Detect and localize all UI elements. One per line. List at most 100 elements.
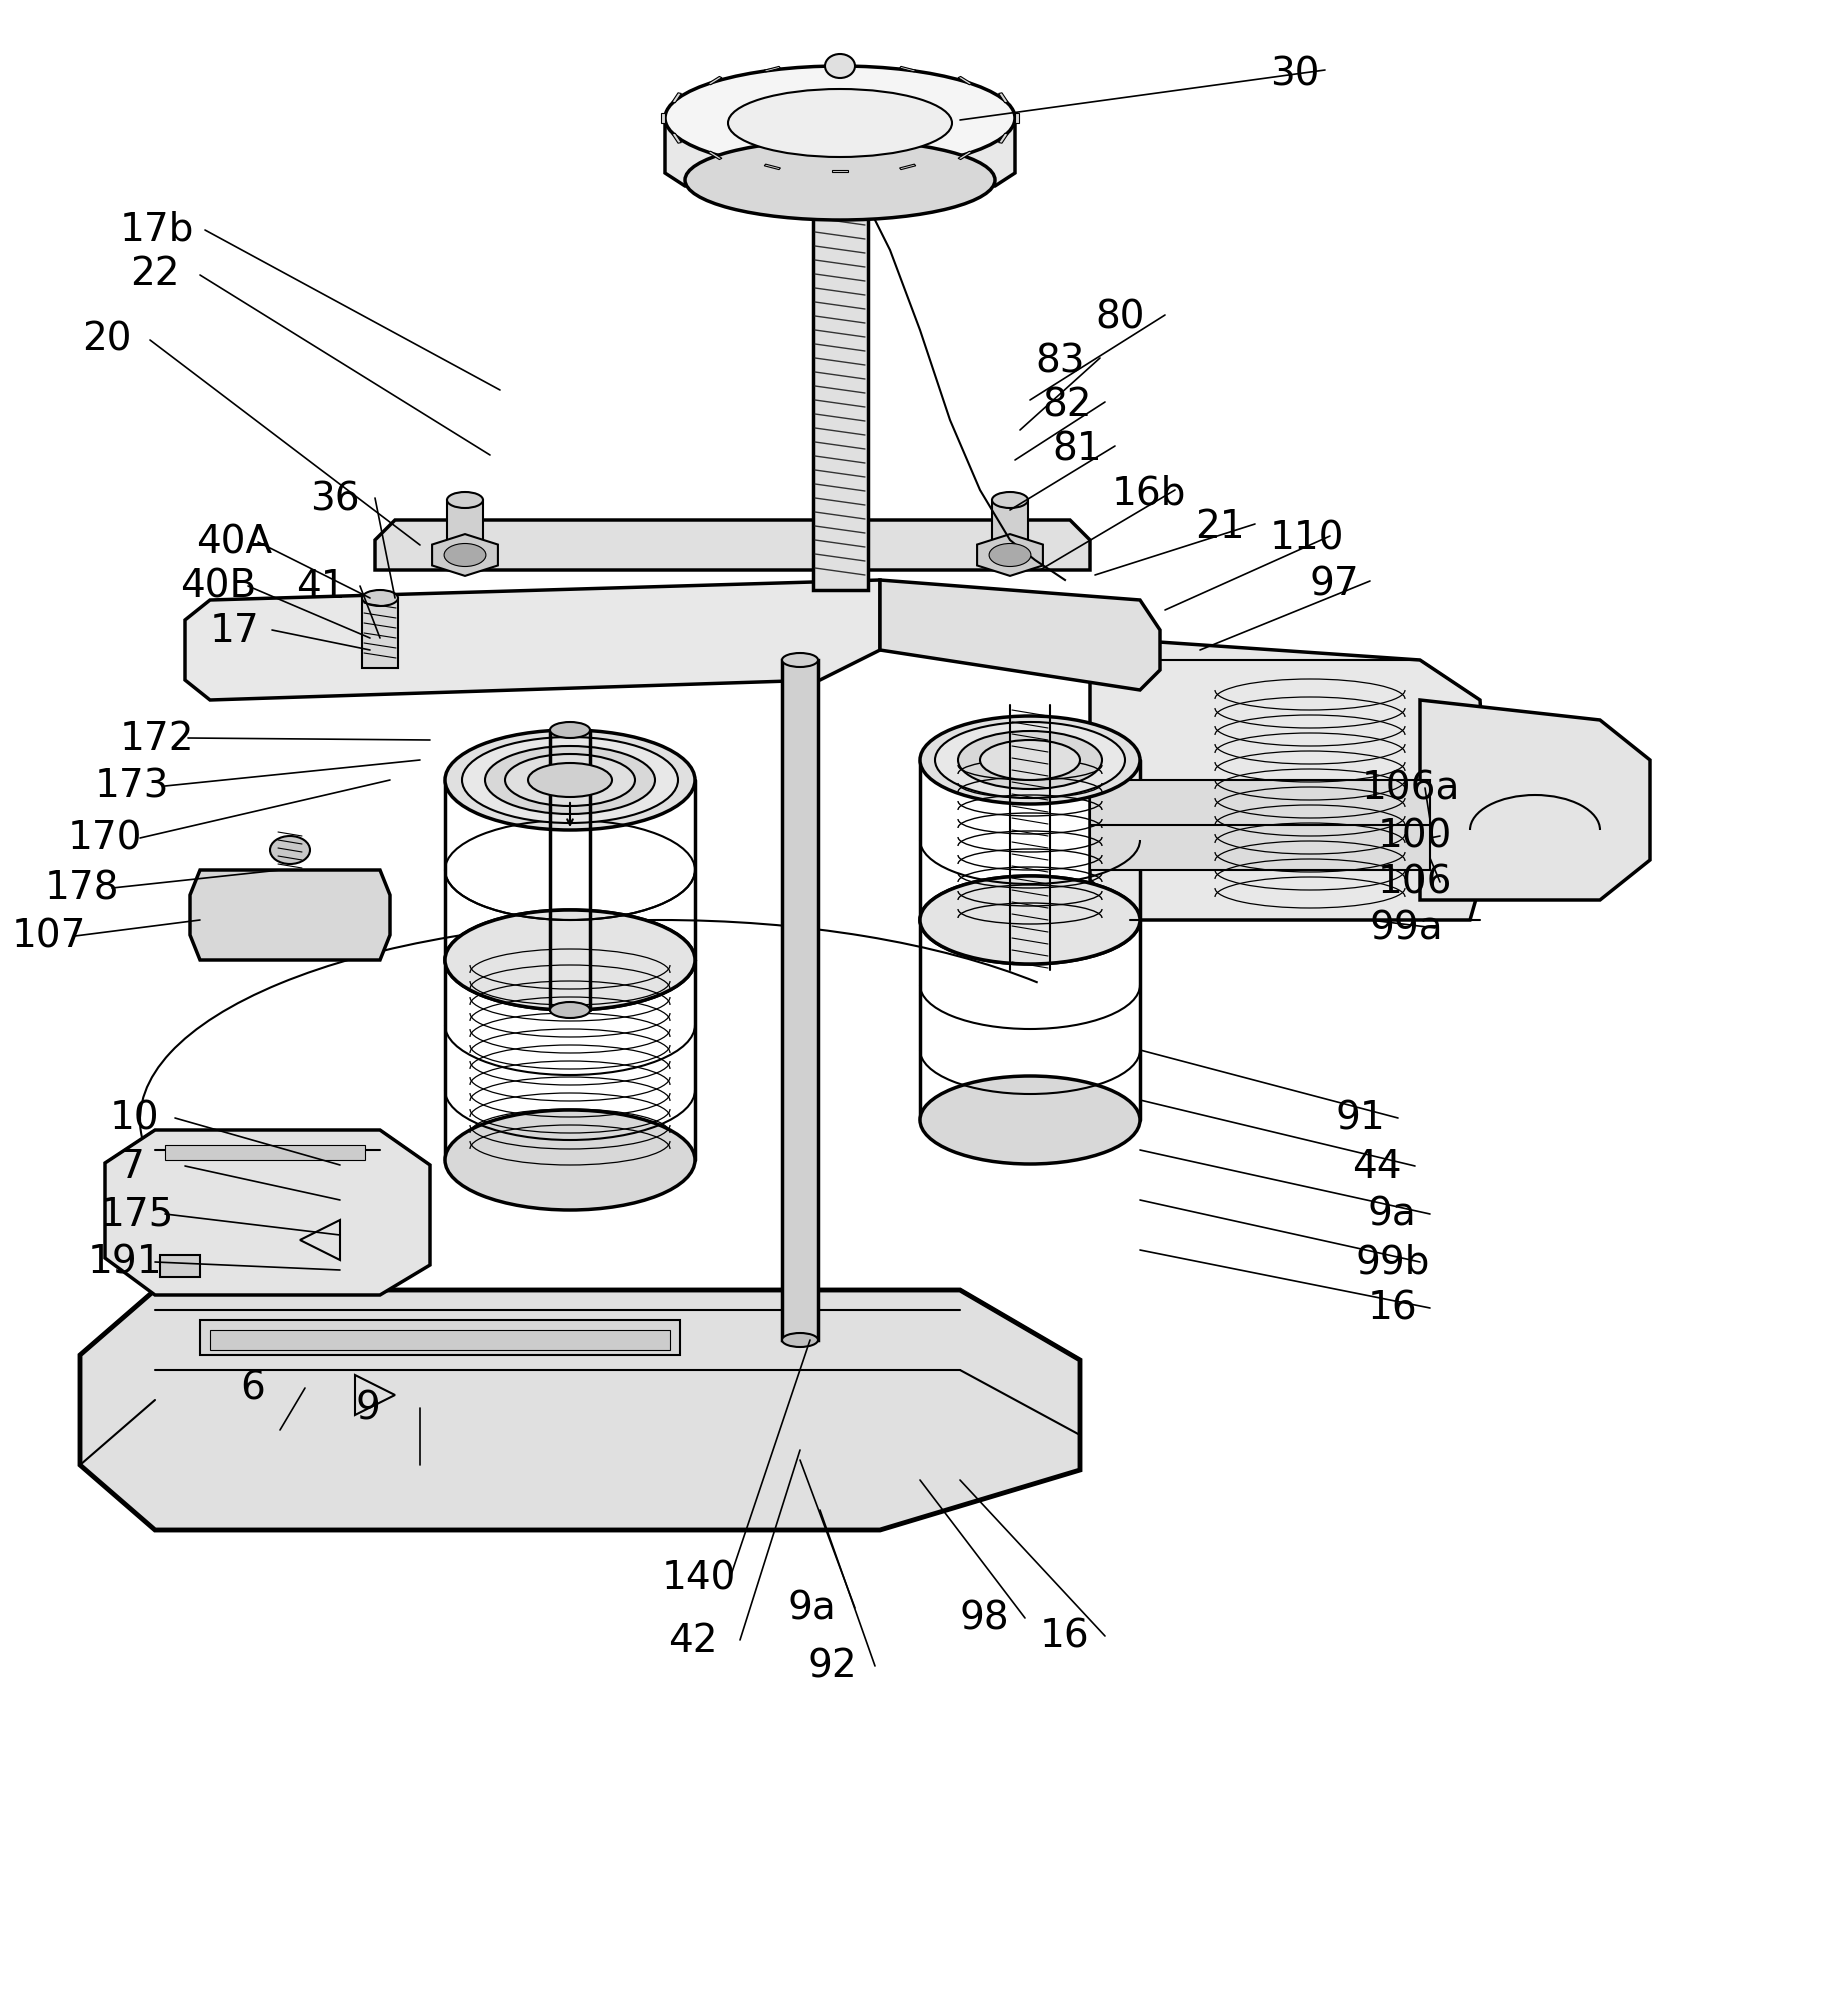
Ellipse shape	[920, 875, 1140, 965]
Text: 9: 9	[355, 1390, 381, 1428]
Ellipse shape	[445, 1110, 695, 1209]
Text: 82: 82	[1041, 386, 1091, 424]
Text: 170: 170	[68, 819, 143, 857]
Polygon shape	[672, 93, 681, 103]
Bar	[362, 599, 397, 668]
Text: 9a: 9a	[1369, 1195, 1416, 1233]
Polygon shape	[185, 581, 880, 700]
Text: 17b: 17b	[121, 211, 194, 249]
Text: 191: 191	[88, 1243, 163, 1283]
Polygon shape	[661, 113, 664, 123]
Polygon shape	[765, 66, 780, 72]
Text: 106a: 106a	[1362, 770, 1460, 808]
Text: 106: 106	[1378, 863, 1453, 901]
Polygon shape	[765, 165, 780, 169]
Text: 173: 173	[95, 768, 170, 806]
Polygon shape	[977, 535, 1043, 577]
Polygon shape	[999, 93, 1008, 103]
Text: 40A: 40A	[196, 523, 273, 563]
Ellipse shape	[271, 835, 309, 863]
Polygon shape	[959, 151, 972, 159]
Text: 22: 22	[130, 255, 179, 292]
Polygon shape	[1420, 700, 1651, 899]
Text: 97: 97	[1310, 565, 1360, 603]
Polygon shape	[880, 581, 1160, 690]
Ellipse shape	[445, 730, 695, 829]
Polygon shape	[104, 1130, 430, 1295]
Polygon shape	[664, 117, 1016, 187]
Polygon shape	[432, 535, 498, 577]
Text: 42: 42	[668, 1621, 717, 1661]
Ellipse shape	[781, 652, 818, 666]
Text: 175: 175	[101, 1195, 174, 1233]
Bar	[159, 1255, 199, 1277]
Polygon shape	[900, 66, 915, 72]
Ellipse shape	[485, 746, 655, 814]
Ellipse shape	[664, 66, 1016, 169]
Ellipse shape	[505, 754, 635, 806]
Text: 40B: 40B	[179, 569, 256, 607]
Ellipse shape	[825, 54, 855, 78]
Text: 17: 17	[210, 613, 260, 650]
Polygon shape	[672, 133, 681, 143]
Text: 140: 140	[662, 1559, 736, 1597]
Bar	[165, 1146, 364, 1160]
Polygon shape	[959, 76, 972, 86]
Text: 21: 21	[1195, 507, 1244, 547]
Text: 110: 110	[1270, 519, 1345, 559]
Ellipse shape	[920, 716, 1140, 804]
Text: 16: 16	[1369, 1291, 1418, 1329]
Polygon shape	[708, 151, 721, 159]
Bar	[447, 499, 483, 555]
Text: 100: 100	[1378, 817, 1453, 855]
Bar	[199, 1321, 681, 1355]
Text: 172: 172	[121, 720, 194, 758]
Polygon shape	[81, 1291, 1080, 1530]
Text: 107: 107	[13, 919, 86, 957]
Text: 16b: 16b	[1113, 473, 1186, 511]
Ellipse shape	[461, 738, 677, 823]
Ellipse shape	[935, 722, 1125, 798]
Ellipse shape	[957, 732, 1102, 790]
Text: 10: 10	[110, 1100, 159, 1138]
Text: 99a: 99a	[1371, 911, 1444, 949]
Polygon shape	[190, 869, 390, 961]
Bar	[992, 499, 1028, 555]
Text: 16: 16	[1039, 1617, 1089, 1657]
Polygon shape	[1016, 113, 1019, 123]
Ellipse shape	[920, 1076, 1140, 1164]
Text: 91: 91	[1336, 1100, 1385, 1138]
Ellipse shape	[981, 740, 1080, 780]
Ellipse shape	[988, 543, 1030, 567]
Text: 36: 36	[309, 479, 361, 517]
Text: 178: 178	[46, 869, 119, 909]
Text: 83: 83	[1036, 342, 1085, 380]
Ellipse shape	[992, 491, 1028, 507]
Ellipse shape	[447, 491, 483, 507]
Polygon shape	[375, 519, 1091, 571]
Ellipse shape	[445, 911, 695, 1010]
Ellipse shape	[445, 543, 487, 567]
Ellipse shape	[529, 764, 611, 798]
Text: 99b: 99b	[1356, 1243, 1431, 1283]
Text: 30: 30	[1270, 56, 1319, 93]
Bar	[813, 179, 867, 591]
Ellipse shape	[362, 591, 397, 607]
Text: 92: 92	[809, 1649, 858, 1687]
Text: 80: 80	[1094, 298, 1144, 336]
Ellipse shape	[445, 911, 695, 1010]
Polygon shape	[900, 165, 915, 169]
Ellipse shape	[684, 139, 996, 221]
Polygon shape	[999, 133, 1008, 143]
Ellipse shape	[781, 1333, 818, 1347]
Text: 41: 41	[296, 569, 346, 607]
Text: 9a: 9a	[789, 1589, 836, 1629]
Ellipse shape	[728, 90, 952, 157]
Bar	[210, 1331, 670, 1351]
Text: 44: 44	[1352, 1148, 1402, 1185]
Text: 6: 6	[240, 1370, 265, 1408]
Bar	[809, 169, 873, 189]
Bar	[781, 660, 818, 1341]
Polygon shape	[708, 76, 721, 86]
Ellipse shape	[920, 875, 1140, 965]
